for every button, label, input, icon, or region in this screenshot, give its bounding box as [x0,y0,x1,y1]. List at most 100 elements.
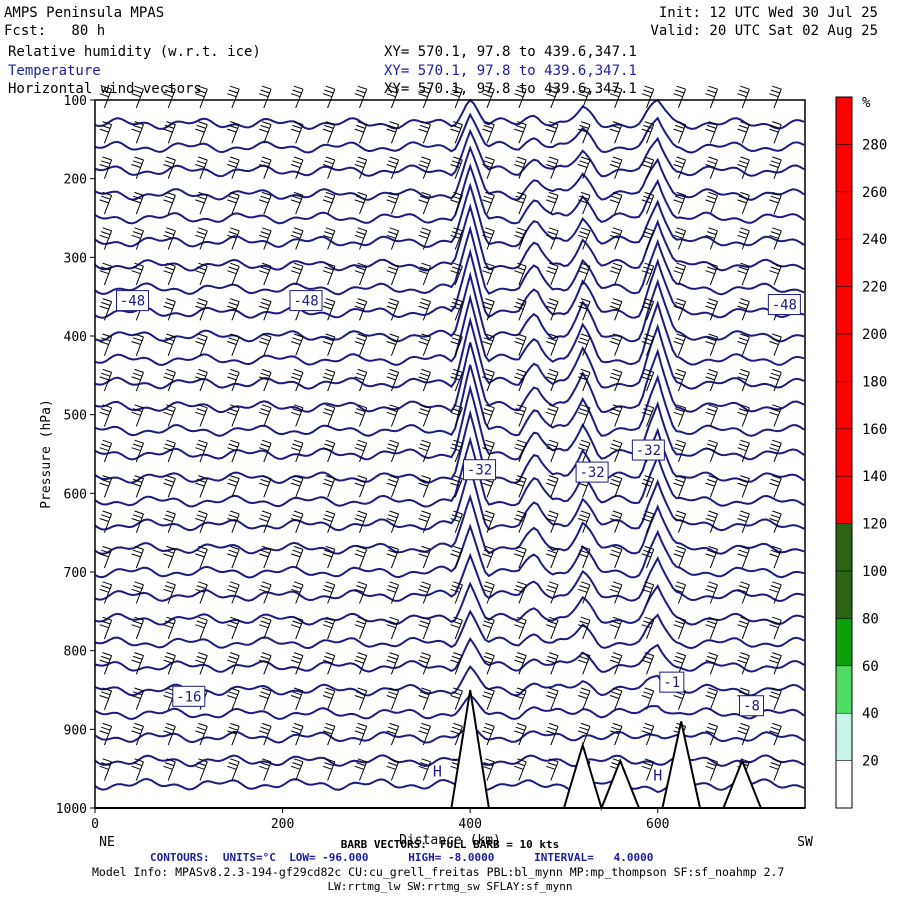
wind-barb [705,227,718,250]
wind-barb [322,475,336,498]
wind-barb [354,262,368,286]
wind-barb [641,545,655,569]
wind-barb [514,368,527,392]
wind-barb [546,581,559,604]
wind-barb [641,510,655,533]
temperature-contour-line [94,665,805,697]
wind-barb [99,298,113,321]
wind-barb [227,722,240,746]
contour-label-box [659,671,685,693]
wind-barb [227,510,240,533]
wind-barb [322,581,336,604]
x-end-label-ne: NE [99,835,115,850]
wind-barb [737,722,750,746]
wind-barb [386,510,400,533]
wind-barb [227,227,240,250]
wind-barb [99,85,113,109]
wind-barb [641,262,655,286]
temperature-contour-line [94,248,805,319]
wind-barb [514,687,527,710]
wind-barb [163,758,176,781]
wind-barb [418,687,431,710]
wind-barb [99,227,113,250]
wind-barb [577,687,591,710]
contour-label-text: -48 [293,294,318,310]
wind-barb [195,227,208,250]
wind-barb [769,368,782,392]
y-tick-label: 400 [64,330,87,345]
temperature-contour-line [94,162,805,225]
wind-barb [673,652,687,675]
wind-barb [322,262,336,286]
wind-barb [131,227,144,250]
wind-barb [99,545,113,569]
wind-barb [546,475,559,498]
wind-barb [354,722,368,746]
wind-barb [482,404,495,427]
forecast-hour: Fcst: 80 h [4,23,106,39]
wind-barb [259,298,272,321]
wind-barb [99,121,113,144]
wind-barb [418,121,431,144]
wind-barb [99,581,113,604]
wind-barb [673,262,687,286]
wind-barb [322,85,336,109]
x-tick-label: 200 [271,817,294,832]
wind-barb [546,652,559,675]
wind-barb [386,262,400,286]
wind-barb [737,581,750,604]
wind-barb [673,156,687,179]
wind-barb [163,262,176,286]
wind-barb [227,581,240,604]
wind-barb [163,439,176,463]
wind-barb [450,510,463,533]
wind-barb [546,439,559,463]
wind-barb [386,121,400,144]
wind-barb [418,227,431,250]
wind-barb [386,227,400,250]
wind-barb [354,758,368,781]
model-info-physics: LW:rrtmg_lw SW:rrtmg_sw SFLAY:sf_mynn [327,880,573,893]
wind-barb [290,156,304,179]
field-label-temperature: Temperature [8,63,101,79]
wind-barb [290,439,304,463]
wind-barb [163,652,176,675]
wind-barb [546,404,559,427]
wind-barb [482,722,495,746]
wind-barb [227,652,240,675]
field-xy-rh: XY= 570.1, 97.8 to 439.6,347.1 [384,44,637,60]
wind-barb [673,510,687,533]
wind-barb [322,439,336,463]
colorbar-bin [835,238,853,287]
wind-barb [386,298,400,321]
wind-barb [322,652,336,675]
wind-barb [450,85,463,109]
wind-barb [386,616,400,640]
contour-label-text: -8 [743,699,760,715]
wind-barb [354,687,368,710]
wind-barb [546,121,559,144]
wind-barb [259,687,272,710]
wind-barb [386,333,400,356]
wind-barb [609,722,623,746]
contour-label-text: -32 [579,465,604,481]
wind-barb [99,652,113,675]
wind-barb [227,298,240,321]
wind-barb [131,156,144,179]
wind-barb [290,404,304,427]
x-end-label-sw: SW [797,835,813,850]
wind-barb [259,227,272,250]
wind-barb [195,439,208,463]
wind-barb [450,616,463,640]
temperature-contour-line [94,203,805,272]
colorbar-frame [835,96,853,809]
wind-barb [354,368,368,392]
wind-barb [99,156,113,179]
wind-barb [290,262,304,286]
wind-barb [769,475,782,498]
wind-barb [673,545,687,569]
wind-barb [514,652,527,675]
wind-barb [386,191,400,215]
wind-barb [482,687,495,710]
wind-barb [769,439,782,463]
